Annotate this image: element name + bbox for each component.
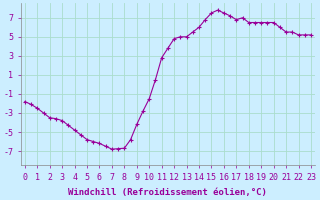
- X-axis label: Windchill (Refroidissement éolien,°C): Windchill (Refroidissement éolien,°C): [68, 188, 267, 197]
